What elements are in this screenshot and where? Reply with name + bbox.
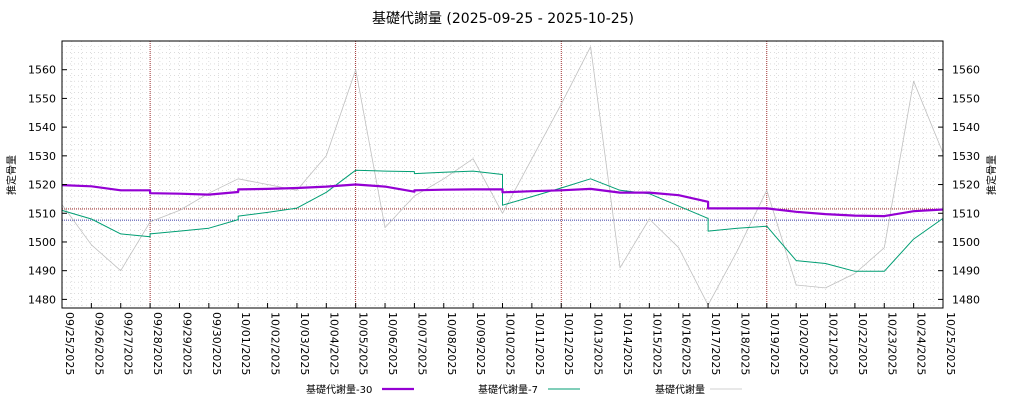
x-tick-label: 09/29/2025 (181, 312, 194, 375)
x-tick-label: 10/23/2025 (885, 312, 898, 375)
x-tick-label: 10/07/2025 (415, 312, 428, 375)
y-axis-right: 1480 1490 1500 1510 1520 1530 1540 1550 1560 (938, 64, 980, 306)
x-tick-label: 10/16/2025 (680, 312, 693, 375)
y-tick-label-left: 1510 (28, 207, 56, 220)
x-tick-label: 10/13/2025 (592, 312, 605, 375)
series-line-2 (61, 169, 944, 272)
x-tick-label: 10/18/2025 (738, 312, 751, 375)
y-tick-label-left: 1480 (28, 293, 56, 306)
series-line-1 (61, 183, 944, 218)
y-tick-label-left: 1560 (28, 64, 56, 77)
legend-label-3: 基礎代謝量 (655, 383, 705, 396)
y-tick-label-right: 1530 (952, 150, 980, 163)
x-tick-label: 10/20/2025 (797, 312, 810, 375)
x-tick-label: 10/09/2025 (474, 312, 487, 375)
reference-lines (62, 41, 943, 308)
y-tick-label-right: 1540 (952, 121, 980, 134)
legend-label-1: 基礎代謝量-30 (306, 383, 372, 396)
y-tick-label-right: 1550 (952, 92, 980, 105)
y-tick-label-left: 1540 (28, 121, 56, 134)
x-tick-label: 09/28/2025 (151, 312, 164, 375)
y-tick-label-left: 1530 (28, 150, 56, 163)
x-tick-label: 10/17/2025 (709, 312, 722, 375)
chart-title: 基礎代謝量 (2025-09-25 - 2025-10-25) (372, 10, 634, 27)
y-tick-label-right: 1510 (952, 207, 980, 220)
y-tick-label-right: 1520 (952, 179, 980, 192)
x-tick-label: 09/25/2025 (63, 312, 76, 375)
x-tick-label: 09/26/2025 (92, 312, 105, 375)
left-axis-title: 推定骨量 (5, 155, 18, 195)
x-tick-label: 10/01/2025 (239, 312, 252, 375)
x-tick-label: 10/15/2025 (650, 312, 663, 375)
x-tick-label: 10/24/2025 (915, 312, 928, 375)
legend-label-2: 基礎代謝量-7 (478, 383, 538, 396)
x-axis: 09/25/2025 09/26/2025 09/27/2025 09/28/2025… (61, 303, 957, 375)
x-tick-label: 10/19/2025 (768, 312, 781, 375)
x-tick-label: 10/08/2025 (445, 312, 458, 375)
x-tick-label: 09/27/2025 (122, 312, 135, 375)
x-tick-label: 10/12/2025 (562, 312, 575, 375)
x-tick-label: 09/30/2025 (210, 312, 223, 375)
y-tick-label-right: 1560 (952, 64, 980, 77)
x-tick-label: 10/06/2025 (386, 312, 399, 375)
x-tick-label: 10/05/2025 (357, 312, 370, 375)
series-line-3 (61, 46, 944, 306)
x-tick-label: 10/22/2025 (856, 312, 869, 375)
right-axis-title: 推定骨量 (985, 155, 998, 195)
x-tick-label: 10/14/2025 (621, 312, 634, 375)
x-tick-label: 10/04/2025 (327, 312, 340, 375)
x-tick-label: 10/03/2025 (298, 312, 311, 375)
x-tick-label: 10/25/2025 (944, 312, 957, 375)
y-tick-label-left: 1550 (28, 92, 56, 105)
x-tick-label: 10/02/2025 (269, 312, 282, 375)
x-tick-label: 10/11/2025 (533, 312, 546, 375)
x-tick-label: 10/21/2025 (827, 312, 840, 375)
y-tick-label-right: 1480 (952, 293, 980, 306)
x-tick-label: 10/10/2025 (504, 312, 517, 375)
y-tick-label-right: 1490 (952, 265, 980, 278)
y-tick-label-right: 1500 (952, 236, 980, 249)
y-axis-left: 1480 1490 1500 1510 1520 1530 1540 1550 1560 (28, 64, 67, 306)
y-tick-label-left: 1490 (28, 265, 56, 278)
series-lines (61, 46, 944, 306)
legend: 基礎代謝量-30 基礎代謝量-7 基礎代謝量 (306, 383, 742, 396)
y-tick-label-left: 1520 (28, 179, 56, 192)
y-tick-label-left: 1500 (28, 236, 56, 249)
